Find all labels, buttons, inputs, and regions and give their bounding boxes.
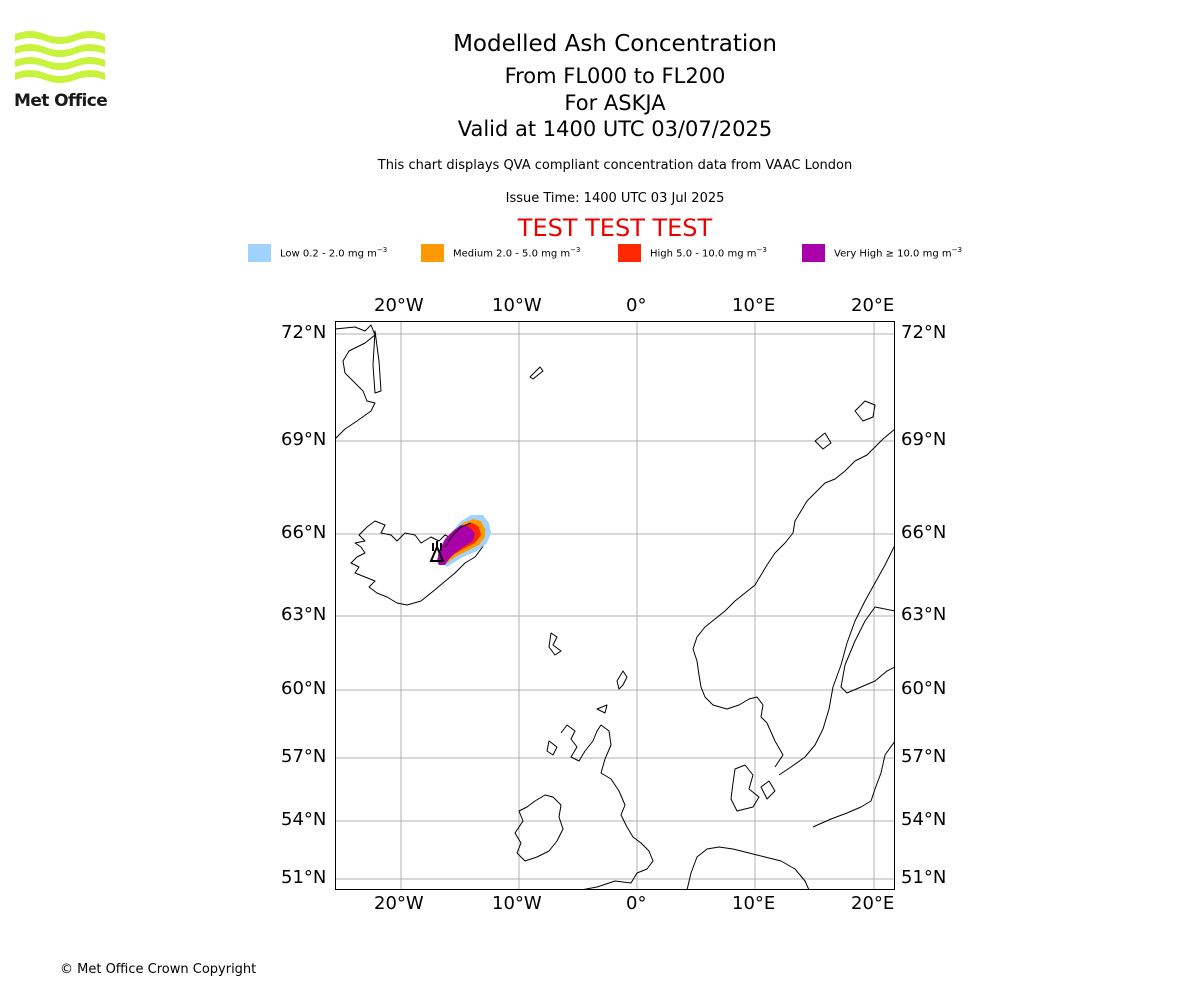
legend-swatch-very-high <box>802 244 825 262</box>
legend-swatch-low <box>248 244 271 262</box>
lon-label-bottom-20e: 20°E <box>851 893 895 914</box>
lon-label-top-10e: 10°E <box>732 295 776 316</box>
lon-label-bottom-10w: 10°W <box>492 893 542 914</box>
compliance-note: This chart displays QVA compliant concen… <box>377 158 853 173</box>
lon-label-top-10w: 10°W <box>492 295 542 316</box>
legend-swatch-medium <box>421 244 444 262</box>
lat-label-right-60n: 60°N <box>901 678 947 699</box>
chart-title: Modelled Ash Concentration <box>453 31 777 57</box>
issue-time: Issue Time: 1400 UTC 03 Jul 2025 <box>505 191 725 206</box>
flight-level-range: From FL000 to FL200 <box>504 64 726 88</box>
valid-time: Valid at 1400 UTC 03/07/2025 <box>457 117 773 141</box>
legend-label-medium: Medium 2.0 - 5.0 mg m <box>453 248 571 260</box>
met-office-logo <box>15 31 105 83</box>
lat-label-left-63n: 63°N <box>281 604 327 625</box>
ash-map <box>335 321 895 890</box>
copyright-notice: © Met Office Crown Copyright <box>60 962 257 977</box>
map-gridlines <box>335 321 895 890</box>
legend-label-very-high: Very High ≥ 10.0 mg m <box>834 248 952 260</box>
ash-area-very-high <box>437 525 475 565</box>
lat-label-left-57n: 57°N <box>281 746 327 767</box>
lat-label-left-69n: 69°N <box>281 429 327 450</box>
legend-label-low: Low 0.2 - 2.0 mg m <box>280 248 377 260</box>
lat-label-left-60n: 60°N <box>281 678 327 699</box>
lat-label-left-72n: 72°N <box>281 322 327 343</box>
legend-item-very-high: Very High ≥ 10.0 mg m−3 <box>802 244 962 262</box>
ash-plume <box>437 515 491 567</box>
lat-label-left-51n: 51°N <box>281 867 327 888</box>
volcano-name: For ASKJA <box>564 91 666 115</box>
legend-swatch-high <box>618 244 641 262</box>
lat-label-right-66n: 66°N <box>901 522 947 543</box>
lon-label-top-20w: 20°W <box>374 295 424 316</box>
legend-label-high: High 5.0 - 10.0 mg m <box>650 248 757 260</box>
lon-label-bottom-20w: 20°W <box>374 893 424 914</box>
legend-item-high: High 5.0 - 10.0 mg m−3 <box>618 244 767 262</box>
lon-label-bottom-10e: 10°E <box>732 893 776 914</box>
lon-label-top-20e: 20°E <box>851 295 895 316</box>
lat-label-right-57n: 57°N <box>901 746 947 767</box>
lon-label-top-0: 0° <box>626 295 647 316</box>
lat-label-right-72n: 72°N <box>901 322 947 343</box>
lat-label-left-54n: 54°N <box>281 809 327 830</box>
lat-label-right-54n: 54°N <box>901 809 947 830</box>
lat-label-right-51n: 51°N <box>901 867 947 888</box>
map-frame <box>335 321 895 890</box>
test-banner: TEST TEST TEST <box>517 214 713 242</box>
legend-item-low: Low 0.2 - 2.0 mg m−3 <box>248 244 387 262</box>
logo-text: Met Office <box>14 91 108 111</box>
lat-label-right-69n: 69°N <box>901 429 947 450</box>
legend-item-medium: Medium 2.0 - 5.0 mg m−3 <box>421 244 580 262</box>
volcano-icon <box>429 541 445 562</box>
coastlines <box>335 324 895 890</box>
lat-label-right-63n: 63°N <box>901 604 947 625</box>
lat-label-left-66n: 66°N <box>281 522 327 543</box>
lon-label-bottom-0: 0° <box>626 893 647 914</box>
